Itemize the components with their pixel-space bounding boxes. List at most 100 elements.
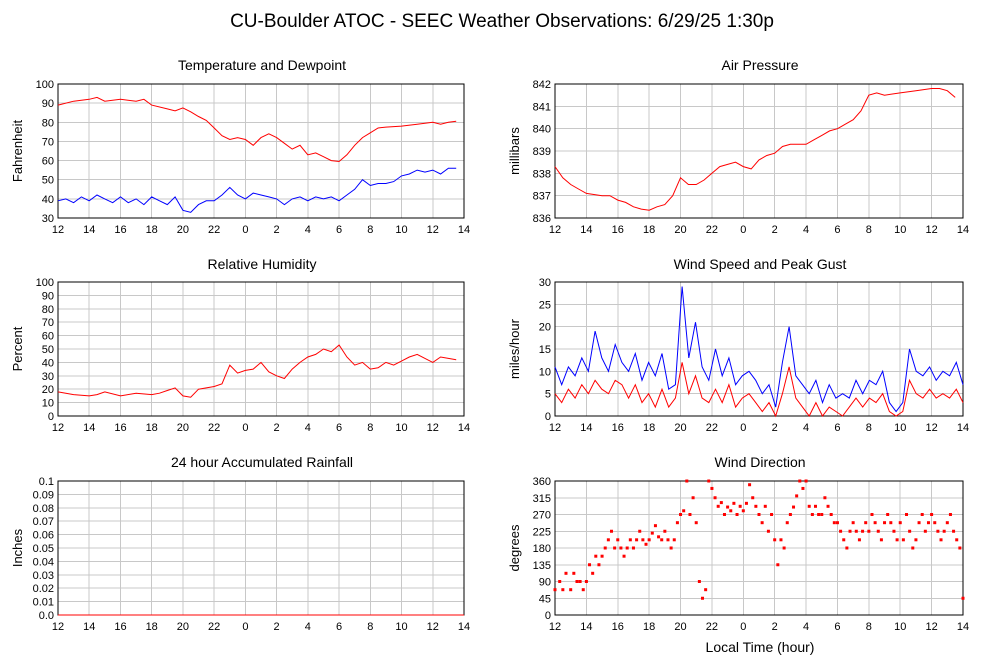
x-tick-label: 8 [866,621,872,633]
direction-point [631,546,635,550]
direction-point [628,538,632,542]
x-tick-label: 12 [549,224,561,236]
direction-point [619,546,623,550]
direction-point [817,513,821,516]
direction-point [638,529,642,533]
direction-point [923,529,927,533]
direction-point [653,524,657,528]
y-tick-label: 839 [533,146,551,158]
x-tick-label: 14 [580,224,592,236]
direction-point [804,479,808,483]
direction-point [569,588,573,592]
x-tick-label: 20 [674,422,686,434]
direction-point [609,529,613,533]
x-tick-label: 4 [305,224,311,236]
direction-point [908,529,912,533]
y-tick-label: 837 [533,191,551,203]
x-tick-label: 2 [274,621,280,633]
y-tick-label: 100 [36,277,54,289]
direction-point [657,535,661,539]
x-tick-label: 10 [395,621,407,633]
x-tick-label: 16 [114,224,126,236]
direction-point [826,504,830,508]
direction-point [835,521,839,525]
x-tick-label: 22 [208,422,220,434]
x-tick-label: 20 [177,422,189,434]
direction-point [748,483,752,487]
x-tick-label: 8 [367,422,373,434]
y-axis-label: Fahrenheit [10,120,25,183]
direction-point [666,538,670,542]
y-tick-label: 60 [42,331,54,343]
direction-point [588,563,592,567]
direction-point [763,504,767,508]
x-tick-label: 12 [427,422,439,434]
x-tick-label: 12 [549,621,561,633]
direction-point [914,538,918,542]
x-tick-label: 14 [580,621,592,633]
direction-point [675,521,679,525]
direction-point [813,504,817,508]
y-tick-label: 90 [42,98,54,110]
x-tick-label: 0 [740,224,746,236]
direction-point [672,538,676,542]
direction-point [707,479,711,483]
direction-point [851,521,855,525]
y-tick-label: 50 [42,344,54,356]
direction-point [820,513,824,516]
direction-point [876,529,880,533]
direction-point [613,546,617,550]
y-tick-label: 0 [545,610,551,622]
y-tick-label: 40 [42,194,54,206]
y-tick-label: 20 [539,322,551,334]
panel-direction: Wind Directiondegrees0459013518022527031… [507,454,969,633]
direction-point [558,580,562,583]
direction-point [578,580,582,583]
direction-point [600,554,604,558]
panel-title: Air Pressure [721,57,798,73]
panel-title: 24 hour Accumulated Rainfall [171,454,353,470]
y-tick-label: 20 [42,384,54,396]
y-tick-label: 0.1 [39,476,54,488]
y-tick-label: 0.02 [33,583,54,595]
x-tick-label: 0 [740,621,746,633]
direction-point [691,496,695,500]
direction-point [741,509,745,513]
y-tick-label: 70 [42,317,54,329]
direction-point [744,501,748,505]
y-tick-label: 270 [533,510,551,522]
x-tick-label: 8 [866,422,872,434]
direction-point [920,513,924,516]
series-line-0 [57,96,457,163]
direction-point [848,529,852,533]
x-tick-label: 12 [925,621,937,633]
x-tick-label: 8 [866,224,872,236]
x-tick-label: 6 [834,621,840,633]
x-tick-label: 8 [367,224,373,236]
direction-point [823,496,827,500]
panel-title: Relative Humidity [208,256,317,272]
x-tick-label: 14 [458,621,470,633]
x-tick-label: 12 [427,224,439,236]
y-tick-label: 10 [539,366,551,378]
direction-point [647,538,651,542]
plot-frame [554,281,964,417]
direction-point [722,513,726,516]
x-tick-label: 12 [52,621,64,633]
y-tick-label: 0.07 [33,516,54,528]
direction-point [779,538,783,542]
y-tick-label: 90 [539,577,551,589]
direction-point [857,538,861,542]
panel-rain: 24 hour Accumulated RainfallInches0.00.0… [10,454,470,633]
direction-point [829,513,833,516]
direction-point [597,563,601,567]
y-tick-label: 30 [42,213,54,225]
direction-point [948,513,952,516]
panel-wind: Wind Speed and Peak Gust miles/hour 0 5 10 15… [507,256,969,434]
direction-point [952,529,956,533]
direction-point [911,546,915,550]
direction-point [663,529,667,533]
direction-point [716,504,720,508]
y-tick-label: 100 [36,79,54,91]
